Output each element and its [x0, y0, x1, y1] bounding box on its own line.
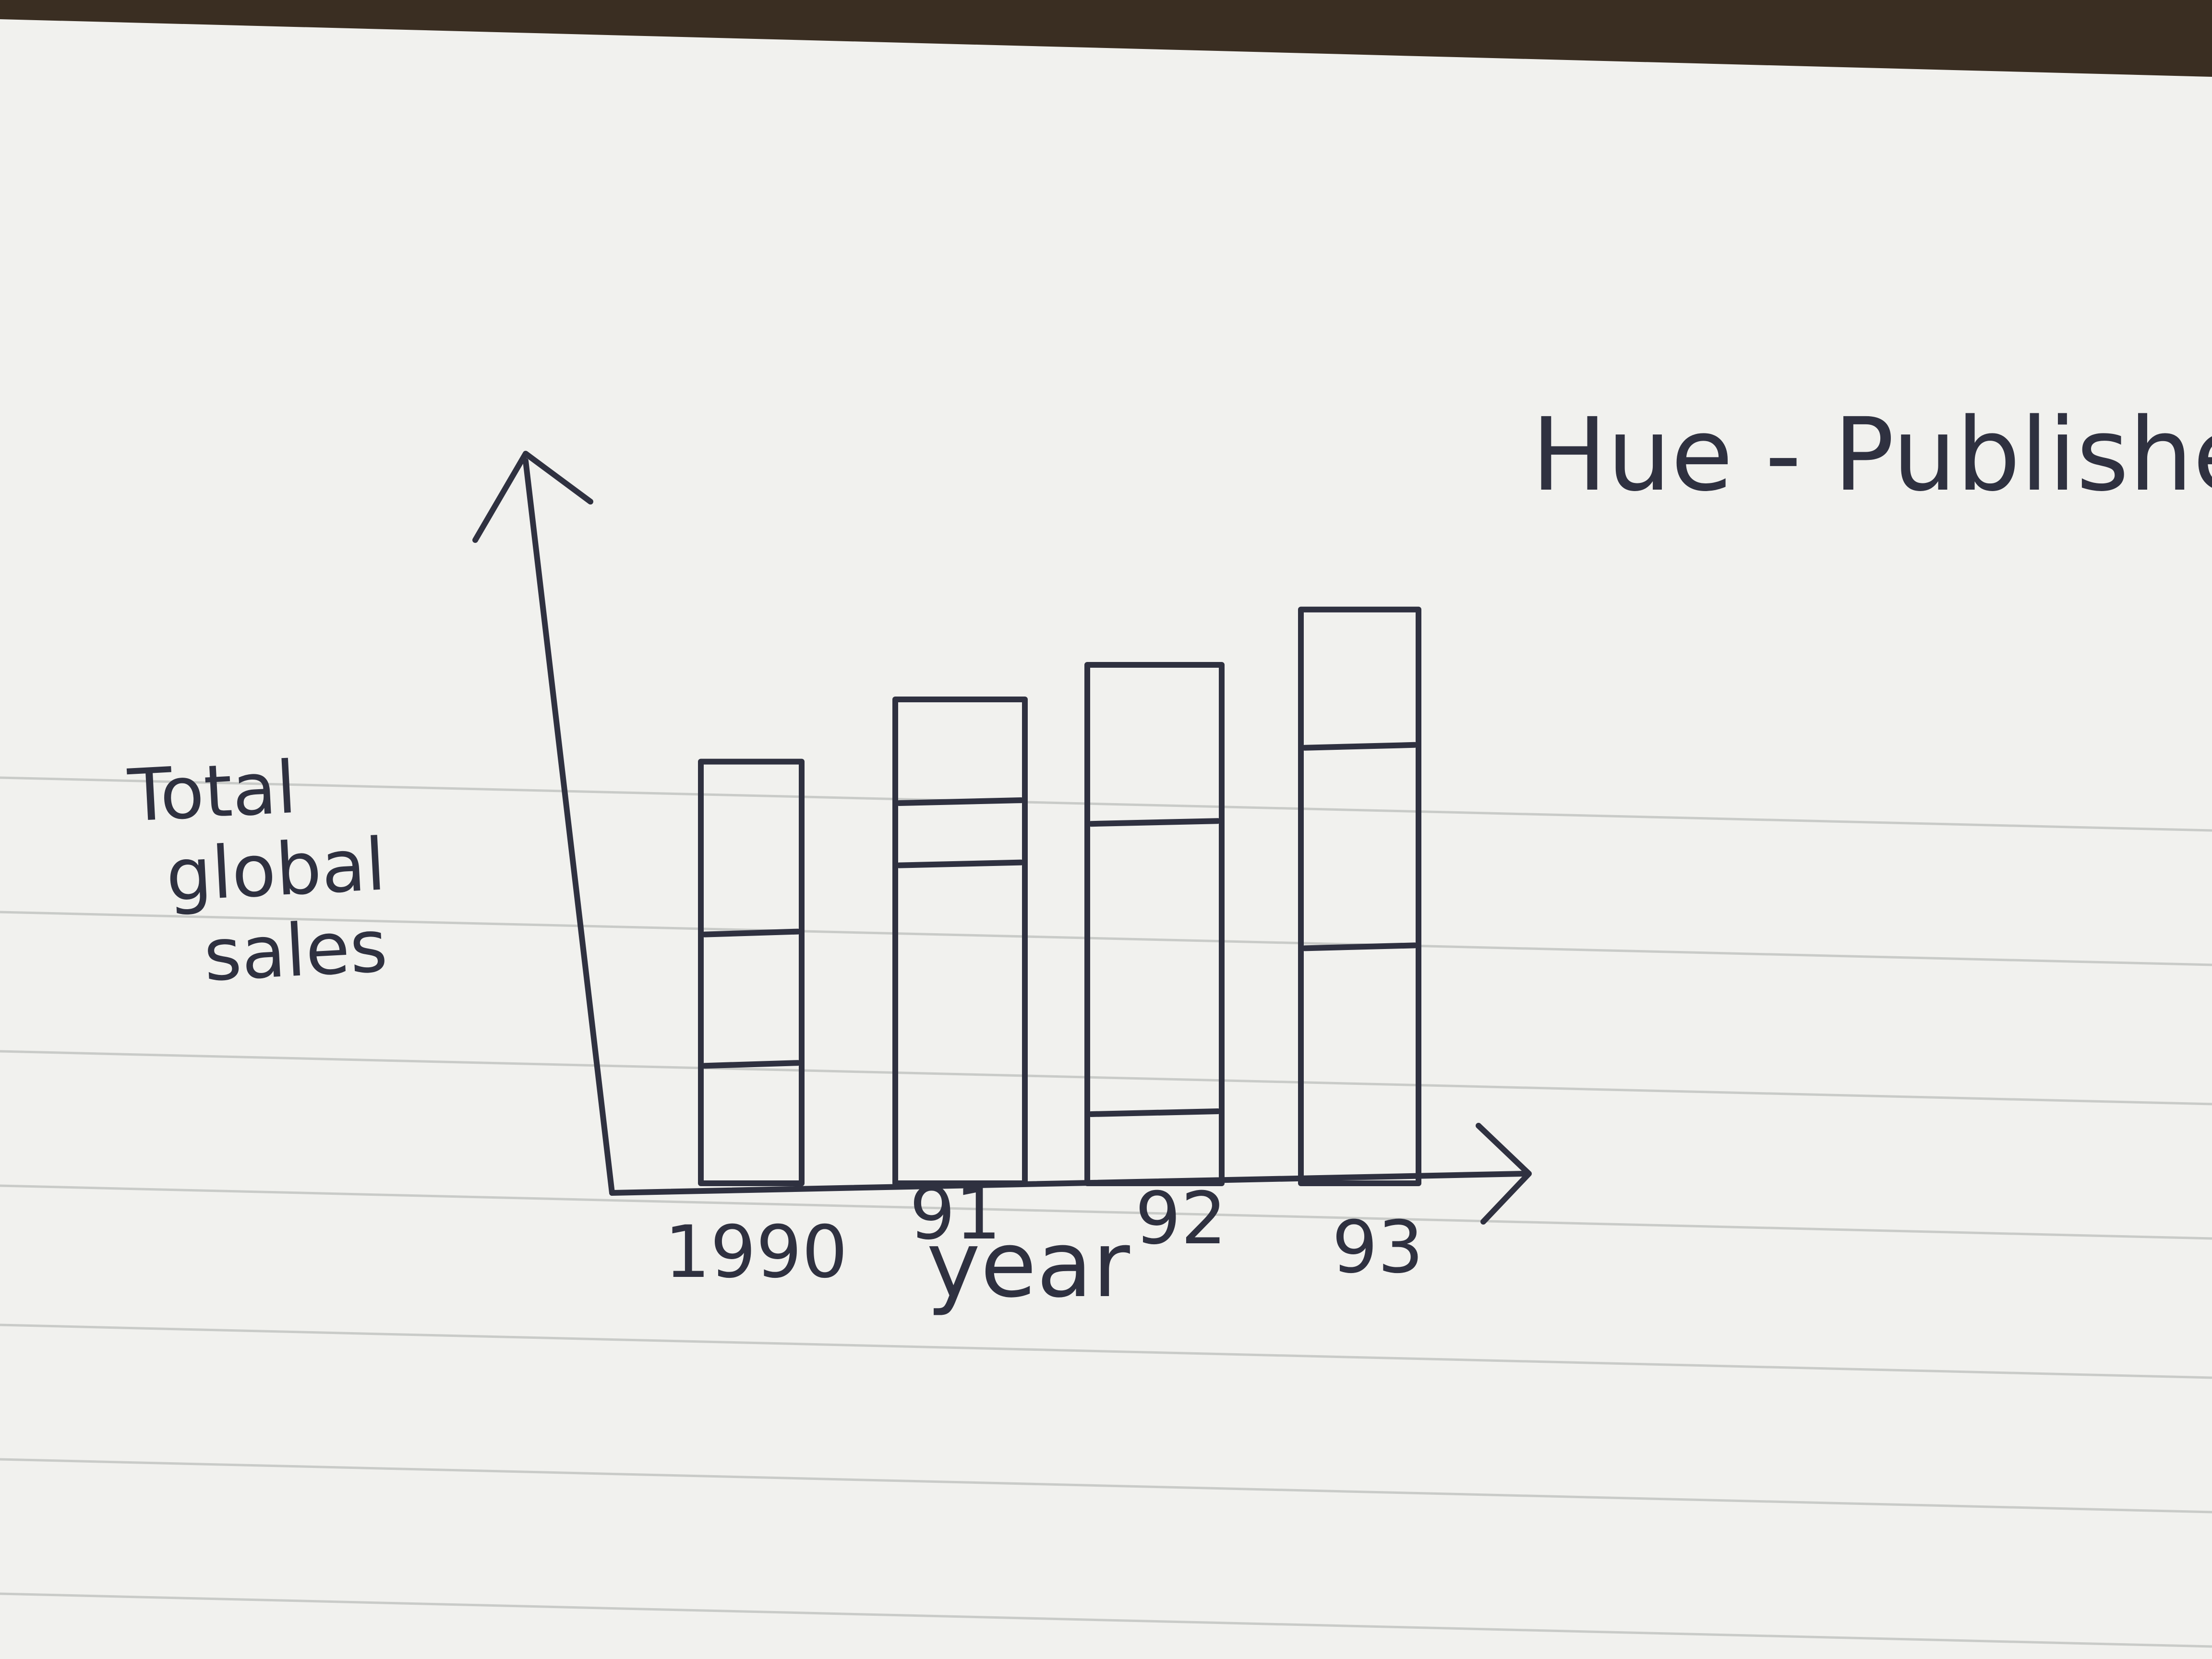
bar-segment-divider [1091, 1111, 1218, 1114]
x-axis-title: year [926, 1212, 1130, 1318]
bar-segment-divider [1305, 745, 1415, 748]
bar-segment-divider [705, 1063, 798, 1066]
bar-segment-divider [899, 800, 1021, 803]
chart-title: Hue - Publishe [1531, 396, 2212, 514]
x-tick-label: 1990 [664, 1211, 848, 1294]
x-tick-label: 92 [1135, 1177, 1227, 1261]
bar-segment-divider [705, 932, 798, 935]
bar-segment-divider [1091, 821, 1218, 824]
bar-segment-divider [1305, 945, 1415, 948]
x-tick-label: 93 [1332, 1206, 1424, 1289]
bar-segment-divider [899, 863, 1021, 866]
